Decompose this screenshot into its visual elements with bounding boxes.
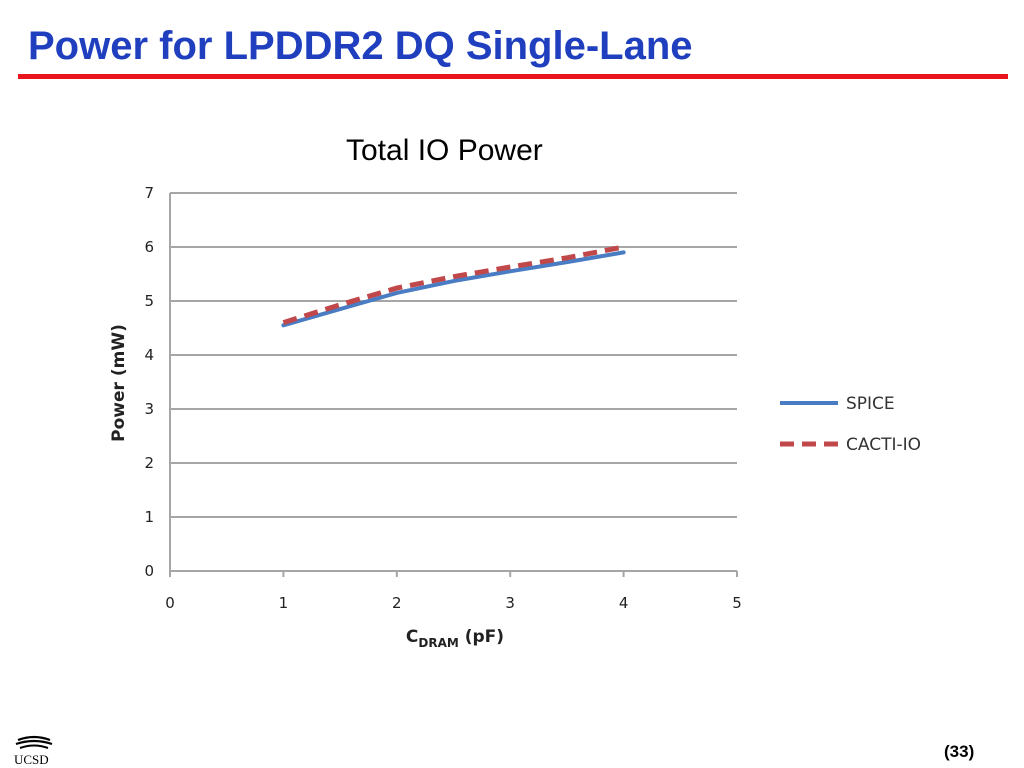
series-line-cacti-io [282,244,625,325]
y-tick-label: 3 [144,400,154,418]
y-tick-label: 0 [144,562,154,580]
grid-lines [170,192,737,518]
x-axis-label-sub: DRAM [418,636,458,650]
ucsd-logo-text: UCSD [14,752,49,767]
x-axis-label-unit: (pF) [459,627,504,647]
legend-label-cacti-io: CACTI-IO [846,435,921,455]
axes [169,193,738,577]
y-tick-label: 7 [144,184,154,202]
slide-title: Power for LPDDR2 DQ Single-Lane [28,24,693,68]
x-tick-label: 0 [165,594,175,612]
x-tick-label: 3 [505,594,515,612]
x-axis-label-main: C [406,627,418,647]
y-tick-label: 2 [144,454,154,472]
title-underline [18,74,1008,79]
series-lines [281,244,626,328]
chart-title: Total IO Power [346,134,543,167]
x-tick-label: 1 [279,594,289,612]
legend: SPICE CACTI-IO [780,394,921,455]
y-axis-label: Power (mW) [109,324,129,442]
y-tick-label: 1 [144,508,154,526]
tick-labels: 0 1 2 3 4 5 6 7 0 1 2 3 4 5 [144,184,741,612]
ucsd-logo-icon [15,735,53,749]
y-tick-label: 6 [144,238,154,256]
y-tick-label: 4 [144,346,154,364]
series-line-spice [281,250,626,328]
legend-label-spice: SPICE [846,394,895,414]
x-tick-label: 5 [732,594,742,612]
page-number: (33) [944,742,975,761]
x-axis-label: CDRAM (pF) [406,627,504,650]
x-tick-label: 2 [392,594,402,612]
x-tick-label: 4 [619,594,629,612]
y-tick-label: 5 [144,292,154,310]
